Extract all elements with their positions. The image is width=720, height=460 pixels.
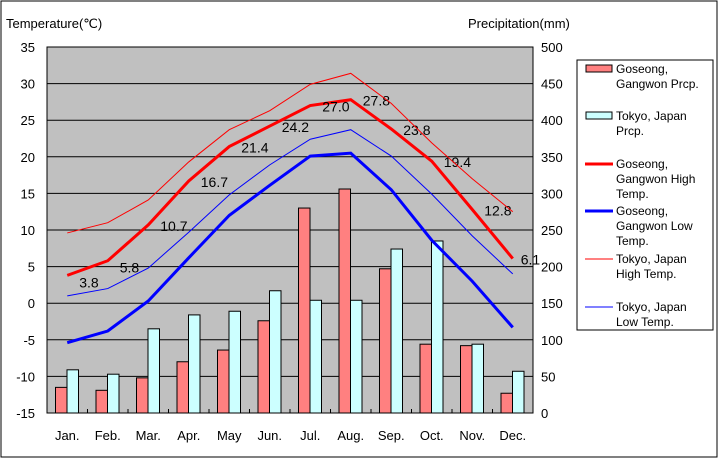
plot-border bbox=[46, 46, 534, 414]
line-tokyo-low bbox=[67, 129, 514, 297]
right-tick-label: 50 bbox=[541, 369, 555, 384]
y-right-label: Precipitation(mm) bbox=[468, 16, 570, 31]
left-tick-label: 35 bbox=[21, 40, 35, 55]
right-tick-label: 350 bbox=[541, 150, 563, 165]
right-tick-label: 300 bbox=[541, 186, 563, 201]
legend-swatch bbox=[585, 111, 613, 120]
x-tick-label: Oct. bbox=[420, 428, 444, 443]
right-tick-label: 500 bbox=[541, 40, 563, 55]
data-label: 12.8 bbox=[484, 203, 511, 219]
data-label: 27.0 bbox=[322, 99, 349, 115]
line-goseong-low bbox=[66, 151, 514, 345]
bar-tokyo-prcp bbox=[107, 373, 120, 414]
right-tick-label: 0 bbox=[541, 406, 548, 421]
legend-box bbox=[576, 59, 714, 331]
bar-goseong-prcp bbox=[298, 207, 311, 414]
x-tick-label: Jul. bbox=[300, 428, 320, 443]
bar-goseong-prcp bbox=[95, 389, 108, 414]
data-label: 6.1 bbox=[521, 252, 541, 268]
left-tick-label: 30 bbox=[21, 77, 35, 92]
right-tick-label: 200 bbox=[541, 260, 563, 275]
legend-label: Tokyo, Japan bbox=[616, 300, 687, 314]
legend-label: Gangwon Prcp. bbox=[616, 77, 699, 91]
bar-tokyo-prcp bbox=[390, 248, 403, 414]
bar-tokyo-prcp bbox=[66, 369, 79, 414]
legend-label: Prcp. bbox=[616, 124, 644, 138]
left-tick-label: -10 bbox=[16, 369, 35, 384]
right-tick-label: 100 bbox=[541, 333, 563, 348]
bar-tokyo-prcp bbox=[228, 310, 241, 414]
x-tick-label: Dec. bbox=[499, 428, 526, 443]
legend-label: Temp. bbox=[616, 234, 649, 248]
legend-label: Gangwon High bbox=[616, 172, 695, 186]
left-tick-label: 0 bbox=[28, 296, 35, 311]
bar-tokyo-prcp bbox=[350, 299, 363, 414]
bar-goseong-prcp bbox=[338, 188, 351, 414]
legend-label: Tokyo, Japan bbox=[616, 109, 687, 123]
x-tick-label: Nov. bbox=[459, 428, 485, 443]
bar-goseong-prcp bbox=[257, 320, 270, 414]
bar-goseong-prcp bbox=[217, 349, 230, 414]
data-label: 3.8 bbox=[79, 274, 99, 290]
bar-tokyo-prcp bbox=[471, 343, 484, 414]
bar-goseong-prcp bbox=[460, 345, 473, 414]
legend-swatch bbox=[585, 64, 613, 73]
data-label: 16.7 bbox=[201, 174, 228, 190]
bar-tokyo-prcp bbox=[431, 240, 444, 414]
legend-label: Goseong, bbox=[616, 204, 668, 218]
left-tick-label: 20 bbox=[21, 150, 35, 165]
legend-label: Tokyo, Japan bbox=[616, 252, 687, 266]
bar-goseong-prcp bbox=[136, 377, 149, 414]
legend-label: Goseong, bbox=[616, 62, 668, 76]
right-tick-label: 400 bbox=[541, 113, 563, 128]
left-tick-label: -5 bbox=[23, 333, 35, 348]
x-tick-label: Jan. bbox=[55, 428, 80, 443]
bar-tokyo-prcp bbox=[309, 299, 322, 414]
bar-goseong-prcp bbox=[419, 343, 432, 414]
data-label: 10.7 bbox=[160, 218, 187, 234]
legend-label: High Temp. bbox=[616, 267, 676, 281]
right-tick-label: 150 bbox=[541, 296, 563, 311]
bar-goseong-prcp bbox=[379, 268, 392, 414]
data-label: 24.2 bbox=[282, 119, 309, 135]
x-tick-label: Aug. bbox=[337, 428, 364, 443]
x-tick-label: Mar. bbox=[136, 428, 161, 443]
bar-goseong-prcp bbox=[176, 361, 189, 414]
line-goseong-high bbox=[66, 98, 514, 277]
bar-tokyo-prcp bbox=[147, 328, 160, 414]
left-tick-label: -15 bbox=[16, 406, 35, 421]
left-tick-label: 15 bbox=[21, 186, 35, 201]
legend-label: Goseong, bbox=[616, 157, 668, 171]
y-left-label: Temperature(℃) bbox=[6, 16, 102, 31]
legend-label: Temp. bbox=[616, 187, 649, 201]
bar-tokyo-prcp bbox=[269, 290, 282, 414]
bar-tokyo-prcp bbox=[512, 370, 525, 414]
bar-tokyo-prcp bbox=[188, 314, 201, 414]
x-tick-label: Feb. bbox=[95, 428, 121, 443]
right-tick-label: 450 bbox=[541, 77, 563, 92]
line-tokyo-high bbox=[67, 72, 514, 234]
legend-label: Low Temp. bbox=[616, 315, 674, 329]
data-label: 23.8 bbox=[403, 122, 430, 138]
legend-label: Gangwon Low bbox=[616, 219, 693, 233]
x-tick-label: May bbox=[217, 428, 242, 443]
data-label: 19.4 bbox=[444, 154, 471, 170]
left-tick-label: 5 bbox=[28, 260, 35, 275]
x-tick-label: Sep. bbox=[378, 428, 405, 443]
data-label: 5.8 bbox=[120, 260, 140, 276]
right-tick-label: 250 bbox=[541, 223, 563, 238]
bar-goseong-prcp bbox=[55, 386, 68, 414]
bar-goseong-prcp bbox=[500, 392, 513, 414]
x-tick-label: Jun. bbox=[257, 428, 282, 443]
left-tick-label: 25 bbox=[21, 113, 35, 128]
x-tick-label: Apr. bbox=[177, 428, 200, 443]
left-tick-label: 10 bbox=[21, 223, 35, 238]
data-label: 27.8 bbox=[363, 93, 390, 109]
data-label: 21.4 bbox=[241, 140, 268, 156]
